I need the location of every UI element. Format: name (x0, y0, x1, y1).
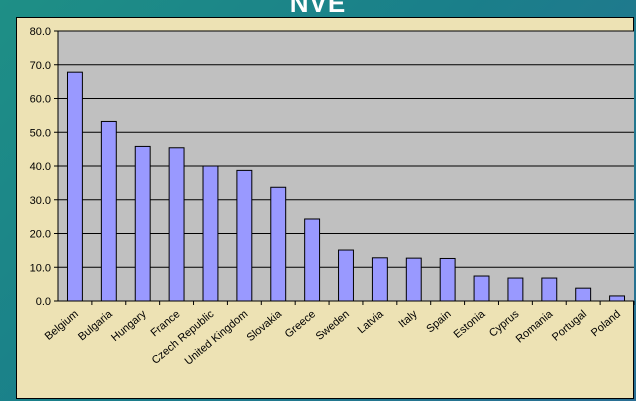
x-category-label: Romania (514, 308, 556, 346)
x-category-label: Bulgaria (76, 308, 115, 344)
y-tick-label: 60.0 (30, 94, 51, 106)
x-category-label: Hungary (109, 308, 149, 344)
bar (270, 186, 287, 302)
x-category-label: Italy (397, 308, 421, 330)
x-category-label: Portugal (550, 308, 589, 344)
x-category-label: United Kingdom (183, 308, 251, 368)
bar-chart: 0.0 10.0 20.0 30.0 40.0 50.0 60.0 70.0 80.0 Belgi… (30, 26, 635, 368)
y-tick-label: 20.0 (30, 229, 51, 241)
bar (439, 257, 456, 302)
bar (371, 257, 388, 302)
bar (168, 147, 185, 302)
chart-frame: 0.0 10.0 20.0 30.0 40.0 50.0 60.0 70.0 80.0 Belgi… (16, 17, 635, 399)
x-category-label: Estonia (452, 308, 488, 341)
slide-title: NVE (289, 0, 347, 18)
y-tick-label: 10.0 (30, 262, 51, 274)
bar (66, 71, 83, 302)
bar (304, 218, 321, 302)
bar (202, 165, 219, 302)
bar (507, 277, 524, 302)
x-category-label: Sweden (314, 308, 352, 343)
x-category-label: Latvia (356, 308, 387, 337)
x-category-label: Slovakia (245, 308, 285, 344)
y-tick-label: 0.0 (36, 296, 51, 308)
bar (541, 277, 558, 302)
bar (609, 295, 626, 302)
bar (473, 275, 490, 302)
y-tick-label: 70.0 (30, 60, 51, 72)
bar (575, 287, 592, 302)
bar (338, 249, 354, 302)
x-category-label: Greece (283, 308, 318, 340)
y-tick-label: 80.0 (30, 26, 51, 38)
bar (236, 169, 253, 302)
y-tick-label: 50.0 (30, 127, 51, 139)
x-category-label: Spain (424, 308, 453, 335)
bar (134, 145, 151, 302)
x-category-label: Poland (589, 308, 623, 339)
bar (405, 257, 422, 302)
x-category-label: Belgium (43, 308, 81, 343)
y-tick-label: 40.0 (30, 161, 51, 173)
y-tick-label: 30.0 (30, 195, 51, 207)
bar (100, 120, 117, 302)
